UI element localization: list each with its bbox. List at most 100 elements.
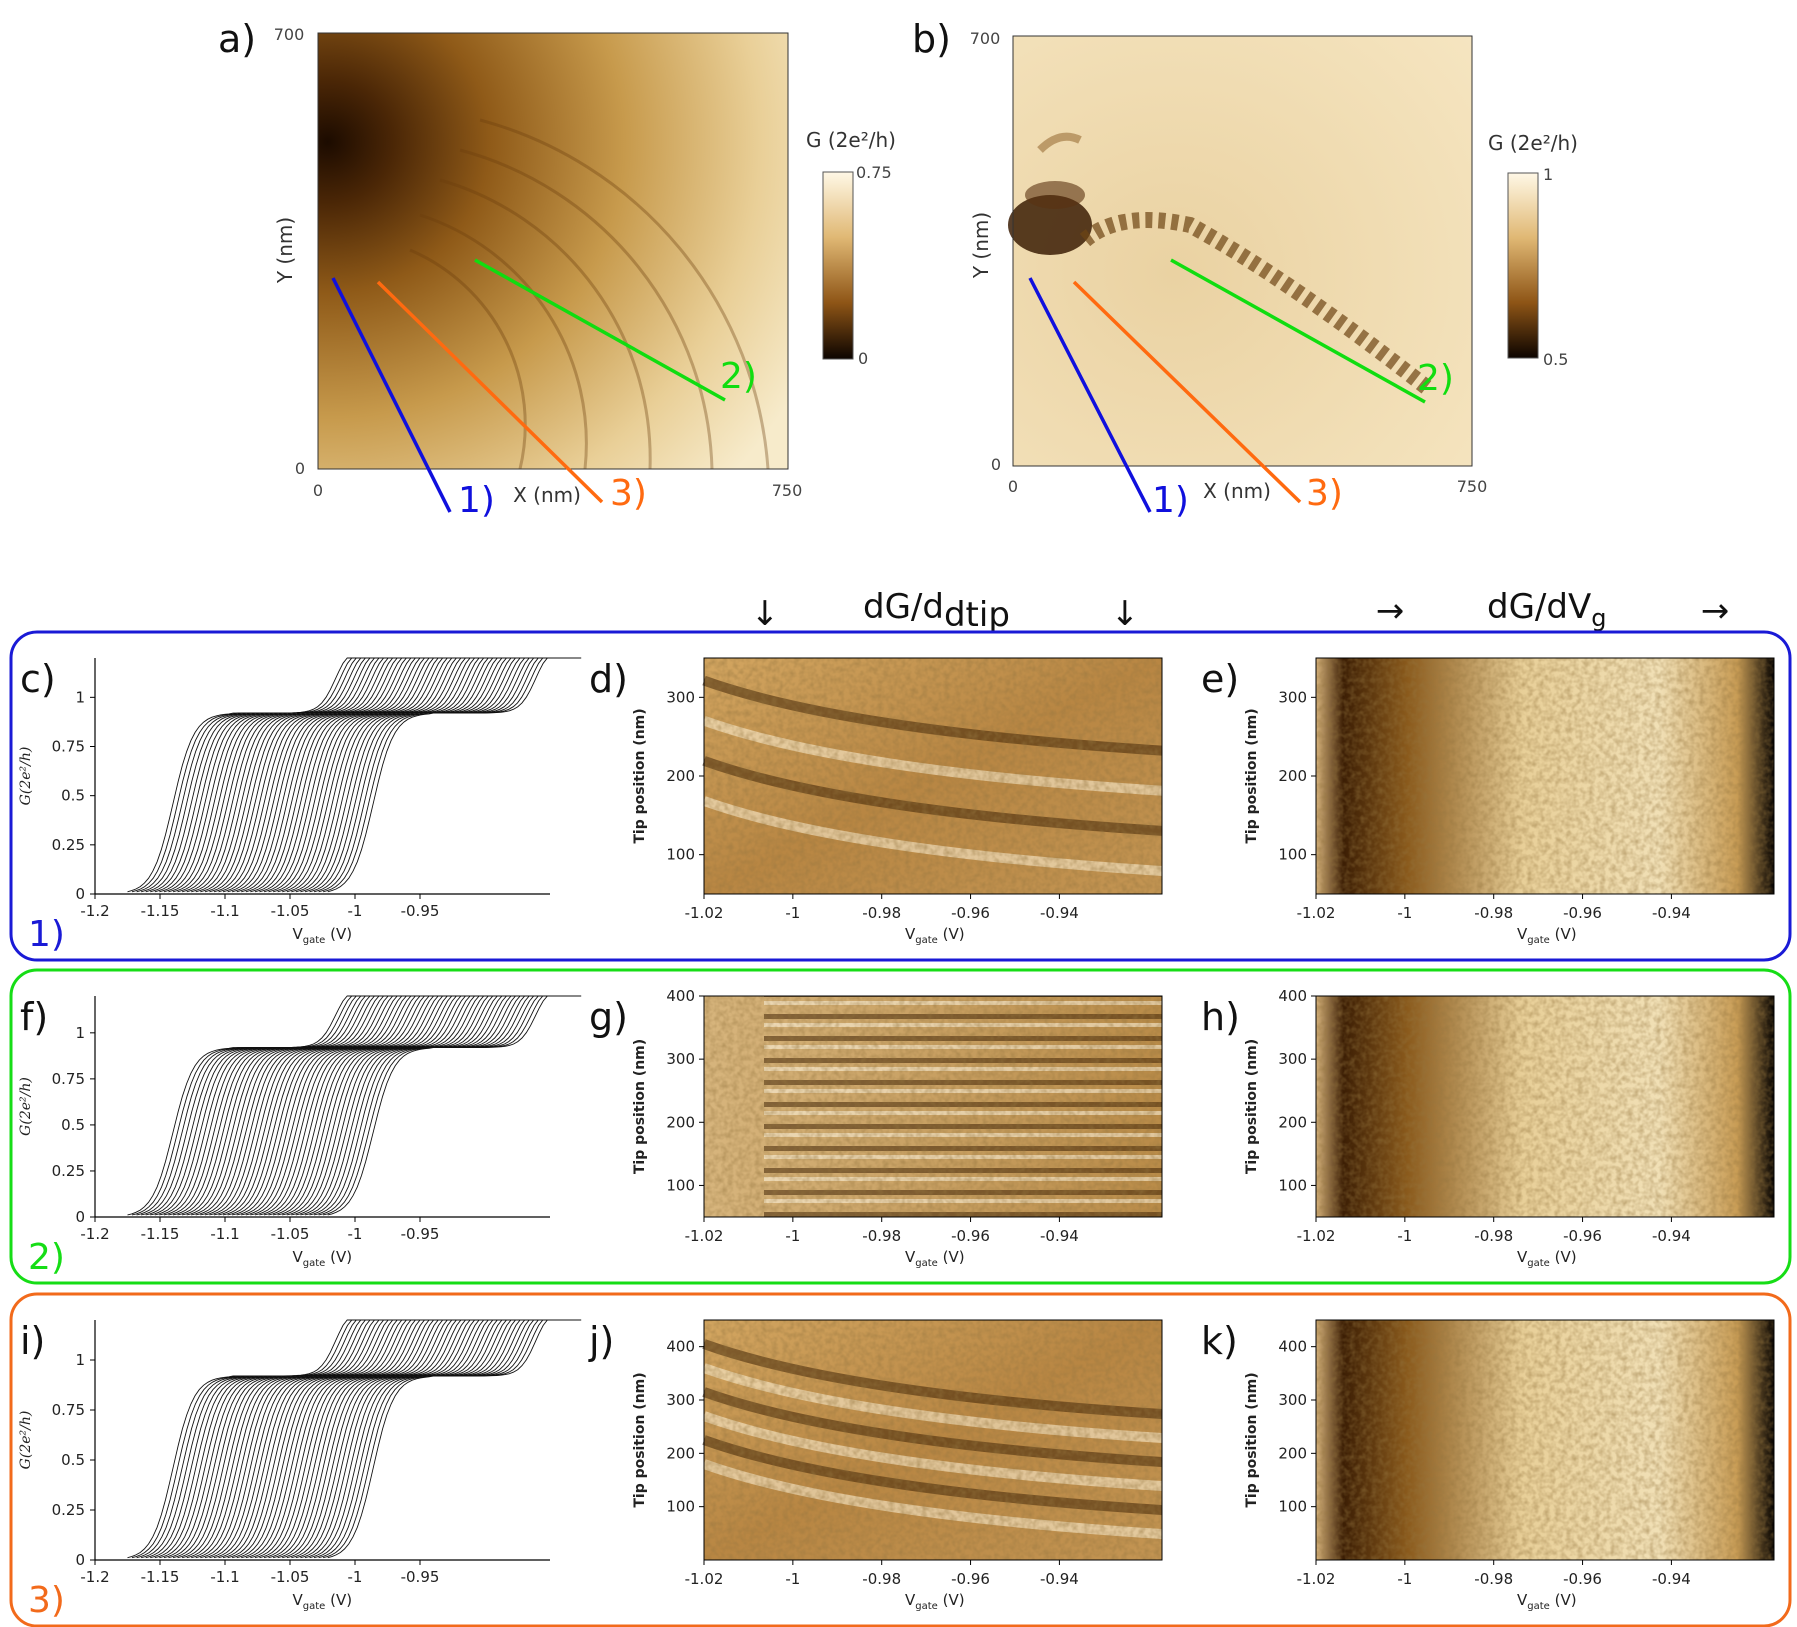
x-tick: -1 xyxy=(348,902,363,920)
colorbar-min: 0.5 xyxy=(1543,350,1568,369)
x-axis-label: Vgate (V) xyxy=(905,1248,965,1269)
header-dG-dtip: dG/ddtip xyxy=(863,587,1010,635)
scan-line-1 xyxy=(331,277,452,513)
x-tick: -0.96 xyxy=(951,904,990,922)
y-axis-label: Y (nm) xyxy=(969,212,993,279)
gate-derivative-panel: k) -1.02 -1 -0.98 -0.96 -0.94 100 200 300 400 Vgat… xyxy=(1201,1319,1775,1612)
branch-feature xyxy=(1008,132,1435,397)
x-tick: -0.94 xyxy=(1652,1570,1691,1588)
x-tick: -1.1 xyxy=(210,902,239,920)
map-frame xyxy=(703,1319,1163,1561)
y-tick: 0.25 xyxy=(52,1162,85,1180)
colorbar-title: G (2e²/h) xyxy=(1488,131,1578,155)
curves-panel: i) 0 0.25 0.5 0.75 1 -1.2 -1.15 -1.1 -1.05 -1 -0.95… xyxy=(18,1319,582,1612)
panel-letter: g) xyxy=(589,995,628,1039)
conductance-traces xyxy=(127,995,582,1216)
x-tick: 0 xyxy=(313,481,323,500)
y-tick: 200 xyxy=(666,1444,695,1462)
y-axis-label: Y (nm) xyxy=(273,217,297,284)
tip-derivative-panel: d) -1.02 -1 -0.98 -0.96 -0.94 100 200 300 Vgate (… xyxy=(589,657,1163,946)
y-tick: 0.75 xyxy=(52,1401,85,1419)
row-2: 2) f) 0 0.25 0.5 0.75 1 -1.2 -1.15 -1.1 -1.05 -1 -0.… xyxy=(9,968,1792,1285)
colorbar-min: 0 xyxy=(858,349,868,368)
header-dG-dVg: dG/dVg xyxy=(1487,587,1606,632)
x-axis-label: Vgate (V) xyxy=(1517,1248,1577,1269)
row-1: 1) c) 0 0.25 0.5 0.75 1 -1.2 -1.15 -1.1 -1.05 -1 -0.… xyxy=(9,630,1792,962)
x-axis-label: X (nm) xyxy=(513,483,581,507)
panel-letter: b) xyxy=(912,17,951,61)
y-tick: 700 xyxy=(970,29,1001,48)
y-tick: 0 xyxy=(75,885,85,903)
header-arrow: → xyxy=(1701,591,1730,631)
map-frame xyxy=(1315,995,1775,1218)
row-frame xyxy=(9,968,1792,1285)
x-tick: -1.15 xyxy=(141,1225,180,1243)
tip-derivative-panel: j) -1.02 -1 -0.98 -0.96 -0.94 100 200 300 400 Vgat… xyxy=(588,1319,1163,1612)
y-tick: 0 xyxy=(75,1551,85,1569)
conductance-traces xyxy=(127,657,582,893)
x-axis-label: Vgate (V) xyxy=(293,1248,353,1269)
conductance-map-a xyxy=(318,33,788,469)
panel-letter: d) xyxy=(589,657,628,701)
x-tick: -0.96 xyxy=(951,1570,990,1588)
y-axis-label: G(2e²/h) xyxy=(18,1411,34,1470)
y-tick: 400 xyxy=(666,987,695,1005)
header-arrow: ↓ xyxy=(1111,594,1140,634)
x-tick: -0.95 xyxy=(401,902,440,920)
panel-letter: f) xyxy=(20,995,48,1039)
x-tick: -0.95 xyxy=(401,1225,440,1243)
x-tick: -1.2 xyxy=(80,902,109,920)
x-tick: -1.2 xyxy=(80,1225,109,1243)
y-tick: 700 xyxy=(274,25,305,44)
y-tick: 200 xyxy=(1278,767,1307,785)
map-texture xyxy=(1316,1320,1774,1560)
map-texture xyxy=(1316,996,1774,1217)
conductance-traces xyxy=(127,1319,582,1559)
x-tick: -1.05 xyxy=(271,1225,310,1243)
y-tick: 1 xyxy=(75,1024,85,1042)
y-tick: 0.75 xyxy=(52,738,85,756)
x-tick: -1 xyxy=(1397,904,1412,922)
map-frame xyxy=(1315,1319,1775,1561)
x-axis-label: Vgate (V) xyxy=(1517,925,1577,946)
scan-line-3 xyxy=(1072,280,1302,504)
y-tick: 300 xyxy=(666,1391,695,1409)
row-id: 3) xyxy=(28,1580,65,1621)
scan-line-1 xyxy=(1028,277,1152,513)
panel-letter: j) xyxy=(588,1319,614,1363)
x-tick: -1.05 xyxy=(271,902,310,920)
tip-derivative-panel: g) -1.02 -1 -0.98 -0.96 -0.94 100 200 300 400 Vgat… xyxy=(589,987,1163,1269)
x-tick: -1.15 xyxy=(141,902,180,920)
y-tick: 200 xyxy=(1278,1113,1307,1131)
y-axis-label: G(2e²/h) xyxy=(18,747,34,806)
x-tick: -0.94 xyxy=(1652,1227,1691,1245)
x-tick: -1.1 xyxy=(210,1225,239,1243)
x-tick: -0.98 xyxy=(862,1227,901,1245)
y-tick: 100 xyxy=(666,1498,695,1516)
panel-a: a) 700 0 0 750 X (nm) Y (nm) 1) 3) 2) G … xyxy=(218,17,896,521)
x-tick: -0.96 xyxy=(1563,1227,1602,1245)
x-tick: -0.94 xyxy=(1040,904,1079,922)
map-frame xyxy=(703,995,1163,1218)
x-tick: -1.1 xyxy=(210,1568,239,1586)
y-tick: 100 xyxy=(1278,1176,1307,1194)
y-axis-label: Tip position (nm) xyxy=(1244,1372,1260,1507)
x-tick: -0.95 xyxy=(401,1568,440,1586)
y-tick: 0 xyxy=(991,455,1001,474)
y-tick: 0.5 xyxy=(61,1116,85,1134)
x-tick: -0.96 xyxy=(1563,1570,1602,1588)
scan-line-2 xyxy=(1170,258,1426,404)
line-label-1: 1) xyxy=(1152,480,1189,521)
y-tick: 300 xyxy=(1278,1391,1307,1409)
x-tick: -1.02 xyxy=(1297,1227,1336,1245)
y-tick: 300 xyxy=(1278,688,1307,706)
panel-letter: a) xyxy=(218,17,256,61)
x-tick: -1 xyxy=(785,1570,800,1588)
y-tick: 0.5 xyxy=(61,1451,85,1469)
x-axis-label: X (nm) xyxy=(1203,479,1271,503)
y-tick: 300 xyxy=(666,1050,695,1068)
colorbar-max: 0.75 xyxy=(856,163,892,182)
x-axis-label: Vgate (V) xyxy=(293,925,353,946)
y-axis-label: G(2e²/h) xyxy=(18,1077,34,1136)
x-tick: -1 xyxy=(348,1568,363,1586)
